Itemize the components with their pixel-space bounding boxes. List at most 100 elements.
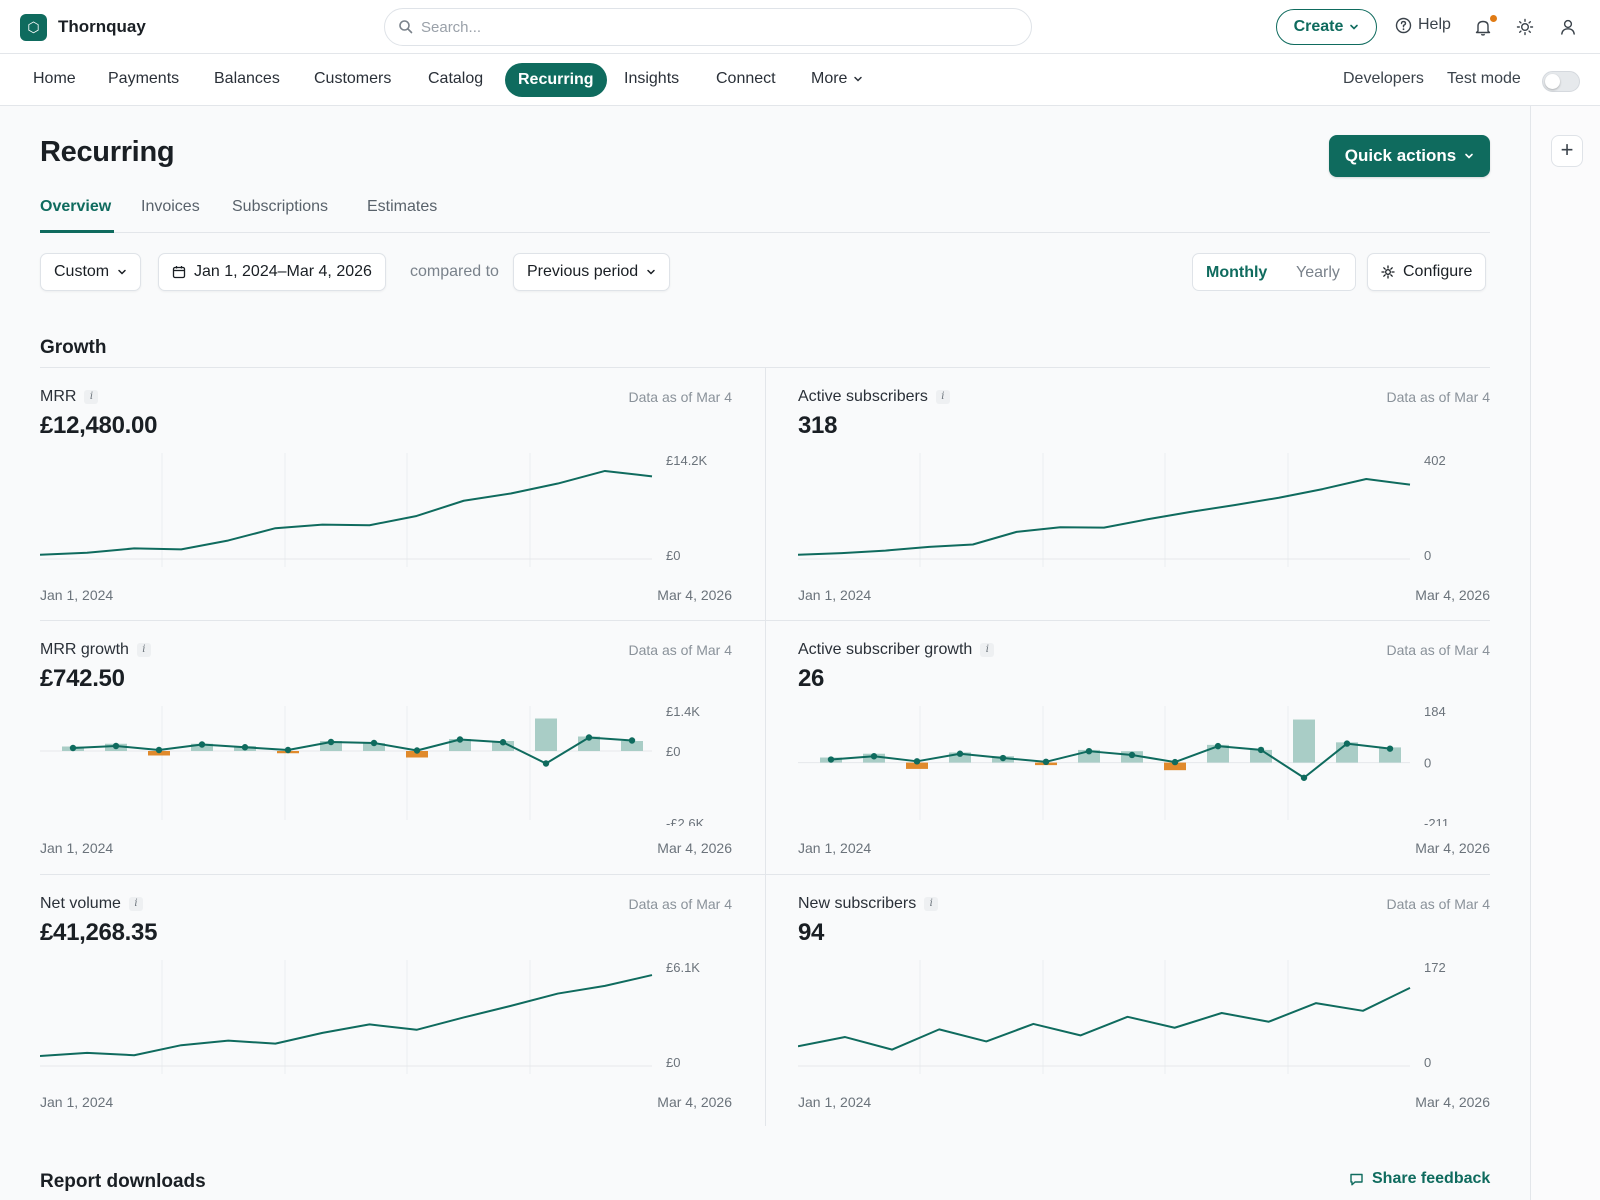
info-icon[interactable]: i (128, 897, 143, 911)
info-icon[interactable]: i (84, 390, 99, 404)
search-input[interactable] (421, 14, 1021, 40)
metric-label-text: Active subscriber growth (798, 641, 973, 658)
comparison-dropdown[interactable]: Previous period (513, 253, 671, 291)
active-tab-indicator (40, 230, 114, 233)
user-icon[interactable] (1557, 16, 1579, 38)
growth-bar (906, 762, 928, 769)
metric-label: MRR growth i (40, 641, 151, 659)
y-axis-label: £0 (666, 548, 680, 563)
data-point (413, 747, 421, 754)
data-as-of: Data as of Mar 4 (628, 389, 733, 405)
info-icon[interactable]: i (980, 643, 995, 657)
info-icon[interactable]: i (136, 643, 151, 657)
y-axis-label: £14.2K (666, 453, 708, 468)
y-axis-label: 172 (1424, 960, 1446, 975)
right-rail: + (1530, 106, 1600, 1200)
quick-actions-button[interactable]: Quick actions (1329, 135, 1490, 177)
sun-icon[interactable] (1514, 16, 1536, 38)
data-point (69, 744, 77, 752)
y-axis-label: 184 (1424, 706, 1446, 719)
search-bar[interactable] (384, 8, 1032, 46)
metric-chart[interactable]: 402 0 (798, 453, 1490, 573)
create-button[interactable]: Create (1276, 9, 1377, 45)
tab-invoices[interactable]: Invoices (141, 198, 200, 215)
info-icon[interactable]: i (935, 390, 950, 404)
y-axis-label: 0 (1424, 756, 1431, 771)
divider (765, 368, 766, 1126)
metric-chart[interactable]: £14.2K £0 (40, 453, 732, 573)
interval-monthly[interactable]: Monthly (1206, 264, 1268, 281)
y-axis-label: -211 (1424, 816, 1449, 826)
gear-icon (1381, 265, 1395, 279)
data-point (1300, 774, 1308, 781)
tab-subscriptions[interactable]: Subscriptions (232, 198, 329, 215)
brand-name: Thornquay (58, 17, 146, 36)
quick-actions-label: Quick actions (1344, 146, 1457, 165)
metric-chart[interactable]: £6.1K £0 (40, 960, 732, 1080)
data-as-of: Data as of Mar 4 (1386, 896, 1491, 912)
nav-payments[interactable]: Payments (108, 70, 180, 87)
nav-home[interactable]: Home (33, 70, 76, 87)
metric-card[interactable]: New subscribers i Data as of Mar 4 94 Jan 1,… (798, 875, 1490, 1113)
tab-estimates[interactable]: Estimates (367, 198, 438, 215)
metric-card[interactable]: Active subscribers i Data as of Mar 4 318 Ja… (798, 368, 1490, 606)
range-type-dropdown[interactable]: Custom (40, 253, 142, 291)
y-axis-label: 0 (1424, 1055, 1431, 1070)
x-axis-start-label: Jan 1, 2024 (798, 840, 872, 856)
series-line (72, 736, 633, 765)
data-point (956, 750, 964, 757)
data-as-of: Data as of Mar 4 (628, 642, 733, 658)
data-point (542, 760, 550, 767)
chevron-down-icon (647, 269, 655, 275)
add-panel-button[interactable]: + (1551, 135, 1583, 167)
interval-yearly[interactable]: Yearly (1296, 264, 1340, 281)
brand-logo-icon[interactable]: ⬡ (20, 14, 47, 41)
metric-card[interactable]: Active subscriber growth i Data as of Mar … (798, 621, 1490, 859)
compared-to-label: compared to (410, 263, 499, 280)
metric-value: 94 (798, 919, 825, 946)
metric-card[interactable]: MRR i Data as of Mar 4 £12,480.00 Jan 1, 202… (40, 368, 732, 606)
info-icon[interactable]: i (924, 897, 939, 911)
data-point (499, 739, 507, 746)
notification-bell-icon[interactable] (1472, 16, 1494, 38)
page-title: Recurring (40, 136, 175, 168)
nav-catalog[interactable]: Catalog (428, 70, 484, 87)
data-point (241, 744, 249, 751)
metric-value: £742.50 (40, 665, 125, 692)
metric-value: £41,268.35 (40, 919, 158, 946)
help-button[interactable]: Help (1395, 16, 1451, 34)
x-axis-start-label: Jan 1, 2024 (40, 1094, 114, 1110)
configure-button[interactable]: Configure (1367, 253, 1487, 291)
test-mode-label: Test mode (1447, 70, 1521, 87)
data-point (198, 741, 206, 748)
metric-chart[interactable]: £1.4K £0 -£2.6K (40, 706, 732, 826)
y-axis-label: 402 (1424, 453, 1446, 468)
data-point (1214, 742, 1222, 750)
metric-value: 318 (798, 412, 838, 439)
x-axis-end-label: Mar 4, 2026 (657, 1094, 732, 1110)
date-range-picker[interactable]: Jan 1, 2024–Mar 4, 2026 (158, 253, 386, 291)
x-axis-start-label: Jan 1, 2024 (798, 587, 872, 603)
test-mode-toggle[interactable] (1542, 71, 1580, 92)
chevron-down-icon (118, 269, 126, 275)
data-point (585, 734, 593, 741)
data-point (827, 756, 835, 763)
nav-recurring[interactable]: Recurring (505, 63, 607, 97)
developers-link[interactable]: Developers (1343, 70, 1424, 87)
interval-toggle: Monthly Yearly (1192, 253, 1356, 291)
metric-card[interactable]: Net volume i Data as of Mar 4 £41,268.35 Jan… (40, 875, 732, 1113)
data-point (112, 742, 120, 750)
nav-connect[interactable]: Connect (716, 70, 776, 87)
nav-more[interactable]: More (811, 70, 863, 88)
tab-overview[interactable]: Overview (40, 198, 112, 215)
nav-insights[interactable]: Insights (624, 70, 680, 87)
growth-bar (1293, 719, 1315, 763)
share-feedback-link[interactable]: Share feedback (1349, 1170, 1490, 1188)
main-nav: Home Payments Balances Customers Catalog… (0, 54, 1600, 106)
nav-customers[interactable]: Customers (314, 70, 392, 87)
metric-chart[interactable]: 184 0 -211 (798, 706, 1490, 826)
nav-balances[interactable]: Balances (214, 70, 280, 87)
metric-card[interactable]: MRR growth i Data as of Mar 4 £742.50 Jan 1,… (40, 621, 732, 859)
data-point (870, 753, 878, 760)
